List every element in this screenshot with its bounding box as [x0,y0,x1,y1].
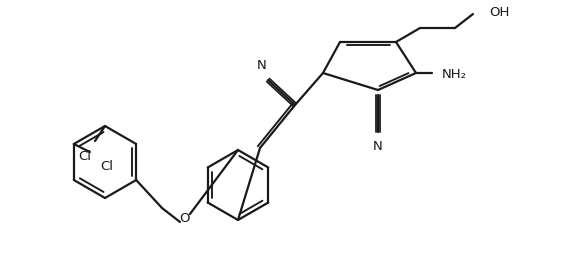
Text: Cl: Cl [100,160,113,173]
Text: NH₂: NH₂ [442,68,467,81]
Text: N: N [373,140,383,153]
Text: OH: OH [489,7,509,20]
Text: N: N [257,59,267,72]
Text: Cl: Cl [79,150,91,163]
Text: O: O [180,211,190,224]
